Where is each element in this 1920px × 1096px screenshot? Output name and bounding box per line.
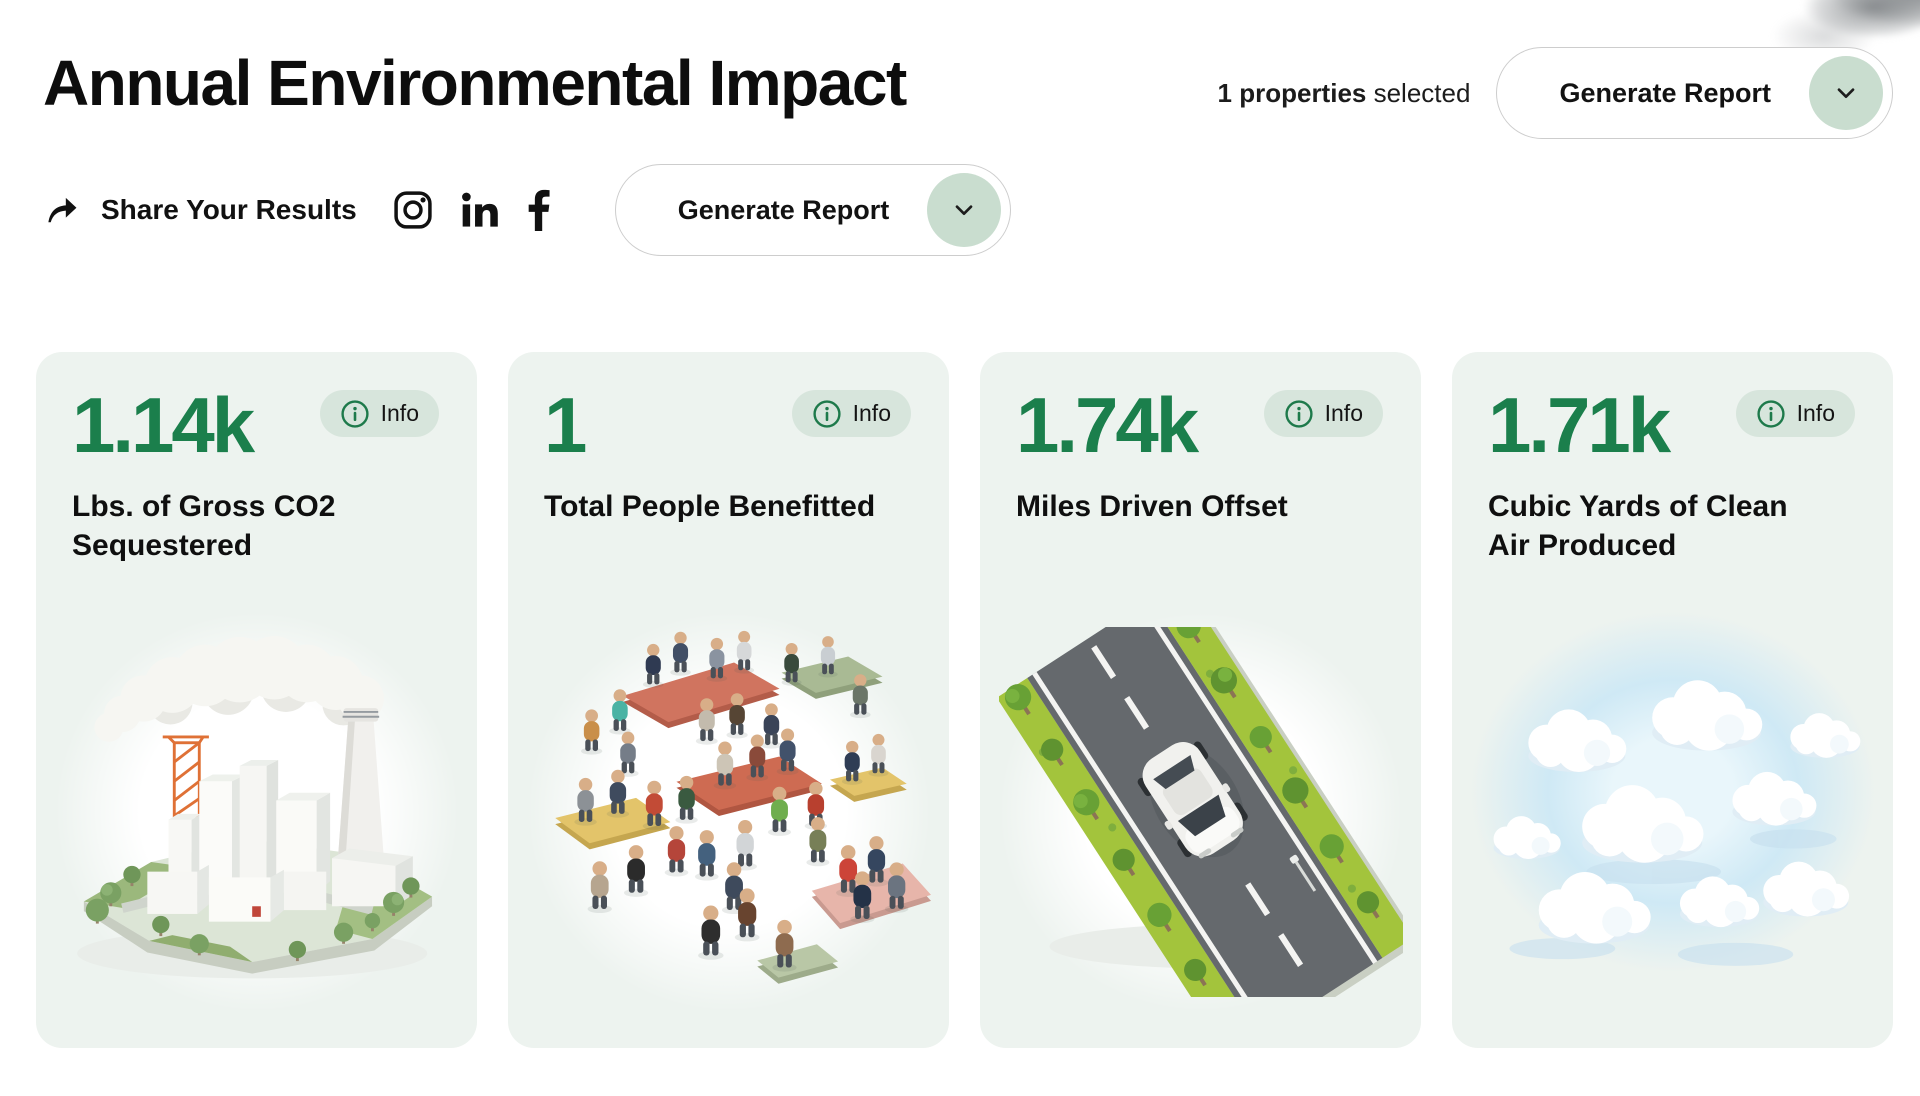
generate-report-button[interactable]: Generate Report: [1496, 47, 1893, 139]
page-title: Annual Environmental Impact: [43, 47, 907, 119]
metric-value: 1.14k: [72, 381, 255, 470]
metric-value: 1.71k: [1488, 381, 1671, 470]
metric-value: 1.74k: [1016, 381, 1199, 470]
share-bar: Share Your Results Generate Report: [43, 164, 1893, 257]
properties-selected-suffix: selected: [1373, 77, 1471, 108]
properties-selected-count: 1 properties: [1217, 77, 1367, 108]
linkedin-icon[interactable]: [457, 188, 501, 232]
share-results-link[interactable]: Share Your Results: [101, 194, 357, 226]
info-icon: [1756, 399, 1786, 429]
metric-card-people-benefitted: 1 Info Total People Benefitted: [508, 352, 949, 1049]
metric-value: 1: [544, 381, 587, 470]
instagram-icon[interactable]: [391, 188, 435, 232]
car-road-illustration: [998, 612, 1403, 1013]
info-label: Info: [1324, 400, 1363, 427]
info-button[interactable]: Info: [791, 390, 911, 438]
info-label: Info: [380, 400, 419, 427]
metric-card-co2-sequestered: 1.14k Info Lbs. of Gross CO2 Sequestered: [36, 352, 477, 1049]
info-icon: [1284, 399, 1314, 429]
generate-report-label: Generate Report: [1559, 77, 1771, 108]
header-actions: 1 properties selected Generate Report: [1218, 47, 1893, 139]
generate-report-label: Generate Report: [677, 194, 890, 225]
metric-label: Miles Driven Offset: [1016, 490, 1288, 524]
facebook-icon[interactable]: [523, 188, 553, 232]
properties-selected-text: 1 properties selected: [1218, 78, 1471, 109]
metric-label: Cubic Yards of Clean Air Produced: [1488, 490, 1788, 562]
share-arrow-icon: [43, 188, 81, 232]
info-button[interactable]: Info: [1735, 390, 1855, 438]
factory-smokestack-illustration: [54, 612, 459, 1013]
metric-card-clean-air: 1.71k Info Cubic Yards of Clean Air Prod…: [1452, 352, 1893, 1049]
chevron-down-icon[interactable]: [927, 173, 1002, 248]
chevron-down-icon[interactable]: [1809, 56, 1883, 130]
info-label: Info: [1796, 400, 1835, 427]
metric-card-miles-offset: 1.74k Info Miles Driven Offset: [980, 352, 1421, 1049]
info-button[interactable]: Info: [319, 390, 439, 438]
info-button[interactable]: Info: [1263, 390, 1383, 438]
info-icon: [812, 399, 842, 429]
clouds-illustration: [1470, 612, 1875, 1013]
info-icon: [340, 399, 370, 429]
page-header: Annual Environmental Impact 1 properties…: [0, 0, 1920, 257]
metric-label: Total People Benefitted: [544, 490, 876, 524]
metric-label: Lbs. of Gross CO2 Sequestered: [72, 490, 336, 562]
info-label: Info: [852, 400, 891, 427]
metric-cards: 1.14k Info Lbs. of Gross CO2 Sequestered: [0, 352, 1920, 1049]
crowd-people-illustration: [526, 612, 931, 1013]
generate-report-button-secondary[interactable]: Generate Report: [614, 164, 1012, 257]
